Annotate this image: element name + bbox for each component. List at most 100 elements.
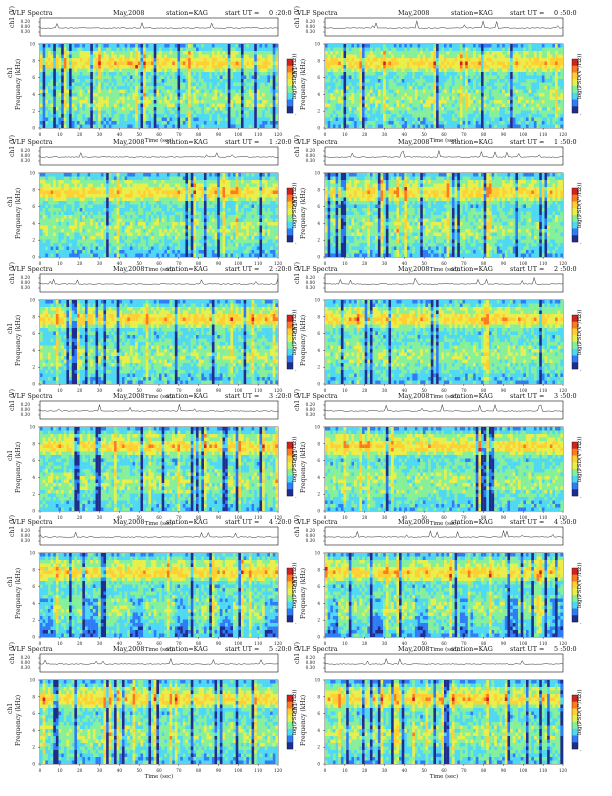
spectrogram-cell	[367, 69, 370, 73]
spectrogram-cell	[167, 125, 170, 129]
spectrogram-cell	[185, 65, 188, 69]
spectrogram-cell	[133, 107, 136, 111]
spectrogram-cell	[513, 86, 516, 90]
spectrogram-cell	[420, 62, 423, 66]
spectrogram-cell	[217, 97, 220, 101]
spectrogram-cell	[473, 100, 476, 104]
spectrogram-cell	[412, 55, 415, 59]
spectrogram-cell	[241, 121, 244, 125]
spectrogram-cell	[447, 48, 450, 52]
spectrogram-cell	[74, 240, 77, 244]
spectrogram-cell	[238, 90, 241, 94]
spectrogram-cell	[431, 48, 434, 52]
spectrogram-cell	[228, 55, 231, 59]
spectrogram-cell	[43, 104, 46, 108]
spectrogram-cell	[455, 111, 458, 115]
spectrogram-cell	[193, 93, 196, 97]
spectrogram-cell	[425, 90, 428, 94]
spectrogram-cell	[428, 125, 431, 129]
spectrogram-cell	[175, 86, 178, 90]
spectrogram-cell	[555, 72, 558, 76]
spectrogram-cell	[40, 247, 43, 251]
spectrogram-cell	[51, 90, 54, 94]
spectrogram-cell	[93, 226, 96, 230]
spectrogram-cell	[423, 69, 426, 73]
spectrogram-cell	[66, 240, 69, 244]
spectrogram-cell	[59, 177, 62, 181]
spectrogram-cell	[547, 62, 550, 66]
spectrogram-cell	[196, 76, 199, 80]
spectrogram-cell	[66, 97, 69, 101]
spectrogram-cell	[513, 58, 516, 62]
spectrogram-cell	[431, 121, 434, 125]
spectrogram-cell	[236, 121, 239, 125]
spectrogram-cell	[159, 93, 162, 97]
spectrogram-cell	[101, 107, 104, 111]
spectrogram-cell	[478, 48, 481, 52]
spectrogram-cell	[404, 107, 407, 111]
spectrogram-cell	[330, 114, 333, 118]
spectrogram-cell	[505, 79, 508, 83]
spectrogram-cell	[547, 51, 550, 55]
spectrogram-cell	[378, 121, 381, 125]
spectrogram-cell	[265, 51, 268, 55]
spectrogram-cell	[394, 51, 397, 55]
spectrogram-cell	[80, 90, 83, 94]
spectrogram-cell	[90, 229, 93, 233]
spectrogram-cell	[51, 121, 54, 125]
spectrogram-cell	[135, 118, 138, 122]
spectrogram-cell	[338, 79, 341, 83]
spectrogram-cell	[125, 72, 128, 76]
spectrogram-cell	[82, 114, 85, 118]
spectrogram-cell	[220, 72, 223, 76]
spectrogram-cell	[476, 62, 479, 66]
spectrogram-cell	[436, 107, 439, 111]
spectrogram-cell	[222, 58, 225, 62]
spectrogram-cell	[45, 100, 48, 104]
spectrogram-cell	[436, 62, 439, 66]
spectrogram-cell	[455, 104, 458, 108]
spectrogram-cell	[82, 100, 85, 104]
spectrogram-cell	[228, 104, 231, 108]
spectrogram-cell	[346, 72, 349, 76]
spectrogram-cell	[138, 90, 141, 94]
spectrogram-cell	[48, 121, 51, 125]
spectrogram-cell	[521, 104, 524, 108]
spectrogram-cell	[106, 114, 109, 118]
spectrogram-cell	[143, 65, 146, 69]
spectrogram-cell	[64, 79, 67, 83]
spectrogram-cell	[373, 107, 376, 111]
spectrogram-cell	[254, 79, 257, 83]
spectrogram-cell	[521, 121, 524, 125]
spectrogram-cell	[196, 58, 199, 62]
spectrogram-cell	[191, 104, 194, 108]
spectrogram-cell	[43, 250, 46, 254]
spectrogram-cell	[444, 90, 447, 94]
spectrogram-cell	[241, 118, 244, 122]
spectrogram-cell	[500, 97, 503, 101]
spectrogram-cell	[156, 76, 159, 80]
spectrogram-cell	[40, 114, 43, 118]
spectrogram-cell	[552, 97, 555, 101]
spectrogram-cell	[119, 76, 122, 80]
spectrogram-cell	[513, 118, 516, 122]
spectrogram-cell	[45, 93, 48, 97]
spectrogram-cell	[497, 125, 500, 129]
spectrogram-cell	[518, 79, 521, 83]
spectrogram-cell	[53, 97, 56, 101]
spectrogram-cell	[241, 111, 244, 115]
spectrogram-cell	[43, 76, 46, 80]
spectrogram-cell	[341, 62, 344, 66]
spectrogram-cell	[447, 79, 450, 83]
spectrogram-cell	[90, 65, 93, 69]
spectrogram-cell	[222, 90, 225, 94]
spectrogram-cell	[455, 79, 458, 83]
spectrogram-cell	[188, 93, 191, 97]
spectrogram-cell	[484, 62, 487, 66]
spectrogram-cell	[164, 100, 167, 104]
spectrogram-cell	[394, 79, 397, 83]
spectrogram-cell	[470, 93, 473, 97]
spectrogram-cell	[43, 72, 46, 76]
spectrogram-cell	[259, 100, 262, 104]
spectrogram-cell	[402, 69, 405, 73]
